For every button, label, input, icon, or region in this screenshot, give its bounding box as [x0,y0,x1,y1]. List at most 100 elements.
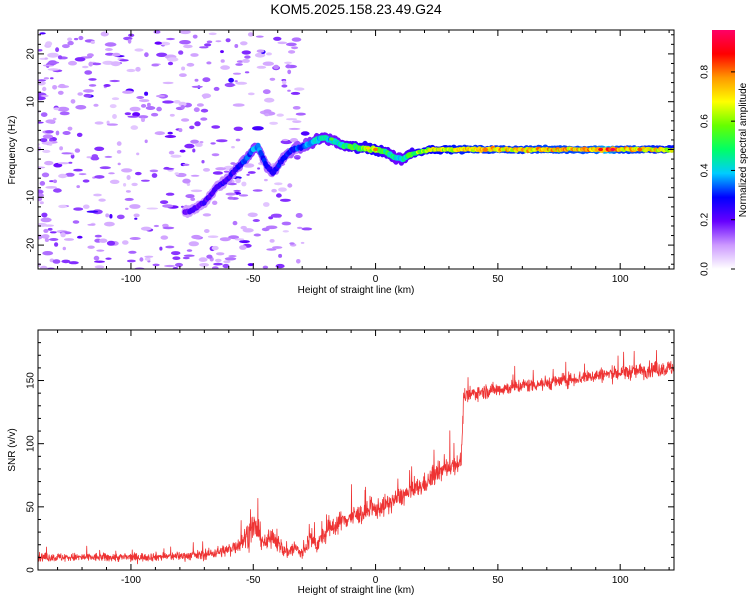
spectrogram-noise-blob [286,42,297,47]
spectrogram-noise-blob [194,78,199,82]
spectrogram-noise-blob [257,167,261,170]
spectrogram-noise-blob [91,62,102,66]
spectrogram-noise-blob [45,130,54,134]
colorbar-tick-label: 0.6 [700,114,711,128]
spectrogram-noise-blob [144,257,151,261]
spectrogram-noise-blob [42,86,47,92]
spectrogram-noise-blob [104,155,113,158]
spectrogram-noise-blob [162,204,174,208]
spectrogram-noise-blob [44,238,50,242]
spectrogram-noise-blob [203,168,210,172]
spectrogram-noise-blob [179,40,191,45]
spectrogram-noise-blob [278,253,283,258]
spectrogram-noise-blob [94,260,105,263]
spectrogram-noise-blob [192,148,196,153]
x-tick-label: -50 [246,274,261,285]
spectrogram-noise-blob [234,238,245,241]
spectrogram-noise-blob [247,92,255,96]
spectrogram-noise-blob [279,198,291,202]
spectrogram-noise-blob [70,154,75,159]
colorbar-tick-label: 0.4 [700,163,711,177]
spectrogram-noise-blob [122,240,129,245]
spectrogram-noise-blob [277,41,288,45]
spectrogram-noise-blob [93,103,99,107]
spectrogram-noise-blob [96,249,105,252]
spectrogram-noise-blob [117,162,121,166]
spectrogram-noise-blob [240,41,248,46]
spectrogram-noise-blob [162,100,174,104]
spectrogram-noise-blob [236,60,244,63]
spectrogram-noise-blob [144,255,154,258]
spectrogram-noise-blob [253,233,261,237]
spectrogram-noise-blob [76,185,80,189]
spectrogram-noise-blob [200,108,209,113]
spectrogram-noise-blob [119,59,129,62]
spectrogram-noise-blob [204,43,212,47]
spectrogram-noise-blob [301,227,313,231]
spectrogram-x-label: Height of straight line (km) [298,285,415,296]
spectrogram-noise-blob [116,214,125,220]
spectrogram-noise-blob [135,171,142,176]
spectrogram-noise-blob [73,168,83,172]
spectrogram-noise-blob [74,37,79,41]
spectrogram-noise-blob [206,254,213,259]
spectrogram-noise-blob [61,259,71,264]
spectrogram-noise-blob [220,59,225,63]
spectrogram-noise-blob [83,204,90,209]
spectrogram-noise-blob [256,65,267,69]
spectrogram-noise-blob [164,135,177,138]
spectrogram-noise-blob [156,106,162,112]
spectrogram-noise-blob [273,64,279,70]
spectrogram-noise-blob [170,154,182,158]
spectrogram-noise-blob [52,259,61,264]
colorbar: 0.0 0.2 0.4 0.6 0.8 Normalized spectral ampl… [700,30,749,276]
spectrogram-noise-blob [45,119,56,124]
spectrogram-noise-blob [43,77,50,80]
spectrogram-noise-blob [124,197,134,201]
spectrogram-noise-blob [127,115,139,118]
spectrogram-noise-blob [139,257,144,262]
spectrogram-noise-blob [232,72,242,75]
spectrogram-noise-blob [269,239,275,243]
spectrogram-noise-blob [59,146,63,151]
spectrogram-noise-blob [288,50,296,54]
spectrogram-noise-blob [39,201,44,205]
spectrogram-noise-blob [254,52,266,58]
spectrogram-noise-blob [122,90,134,94]
spectrogram-noise-blob [47,52,59,58]
spectrogram-noise-blob [88,84,97,87]
spectrogram-noise-blob [126,68,136,73]
spectrogram-noise-blob [287,89,291,92]
spectrogram-noise-blob [295,112,306,116]
spectrogram-noise-blob [151,112,159,117]
spectrogram-noise-blob [124,112,132,116]
spectrogram-noise-blob [219,237,231,242]
spectrogram-noise-blob [67,126,73,131]
spectrogram-noise-blob [182,178,191,184]
y-tick-label: 0 [26,567,37,573]
spectrogram-noise-blob [44,160,54,166]
spectrogram-noise-blob [43,228,49,233]
spectrogram-noise-blob [178,101,187,107]
spectrogram-noise-blob [239,245,247,250]
spectrogram-noise-blob [156,52,168,57]
spectrogram-noise-blob [300,131,310,136]
x-tick-label: 50 [492,274,504,285]
spectrogram-noise-blob [252,219,260,222]
spectrogram-noise-blob [128,250,137,254]
spectrogram-noise-blob [189,125,195,130]
spectrogram-noise-blob [162,223,169,228]
spectrogram-noise-blob [78,35,84,41]
spectrogram-noise-blob [106,123,118,126]
spectrogram-noise-blob [274,182,283,186]
spectrogram-noise-blob [172,256,181,261]
spectrogram-noise-blob [255,35,264,38]
spectrogram-noise-blob [199,263,210,267]
spectrogram-noise-blob [181,118,190,122]
spectrogram-noise-blob [247,32,254,37]
colorbar-bar [712,30,735,269]
spectrogram-noise-blob [93,255,100,261]
spectrogram-noise-blob [174,172,180,175]
spectrogram-noise-blob [182,163,190,166]
spectrogram-noise-blob [57,90,64,95]
